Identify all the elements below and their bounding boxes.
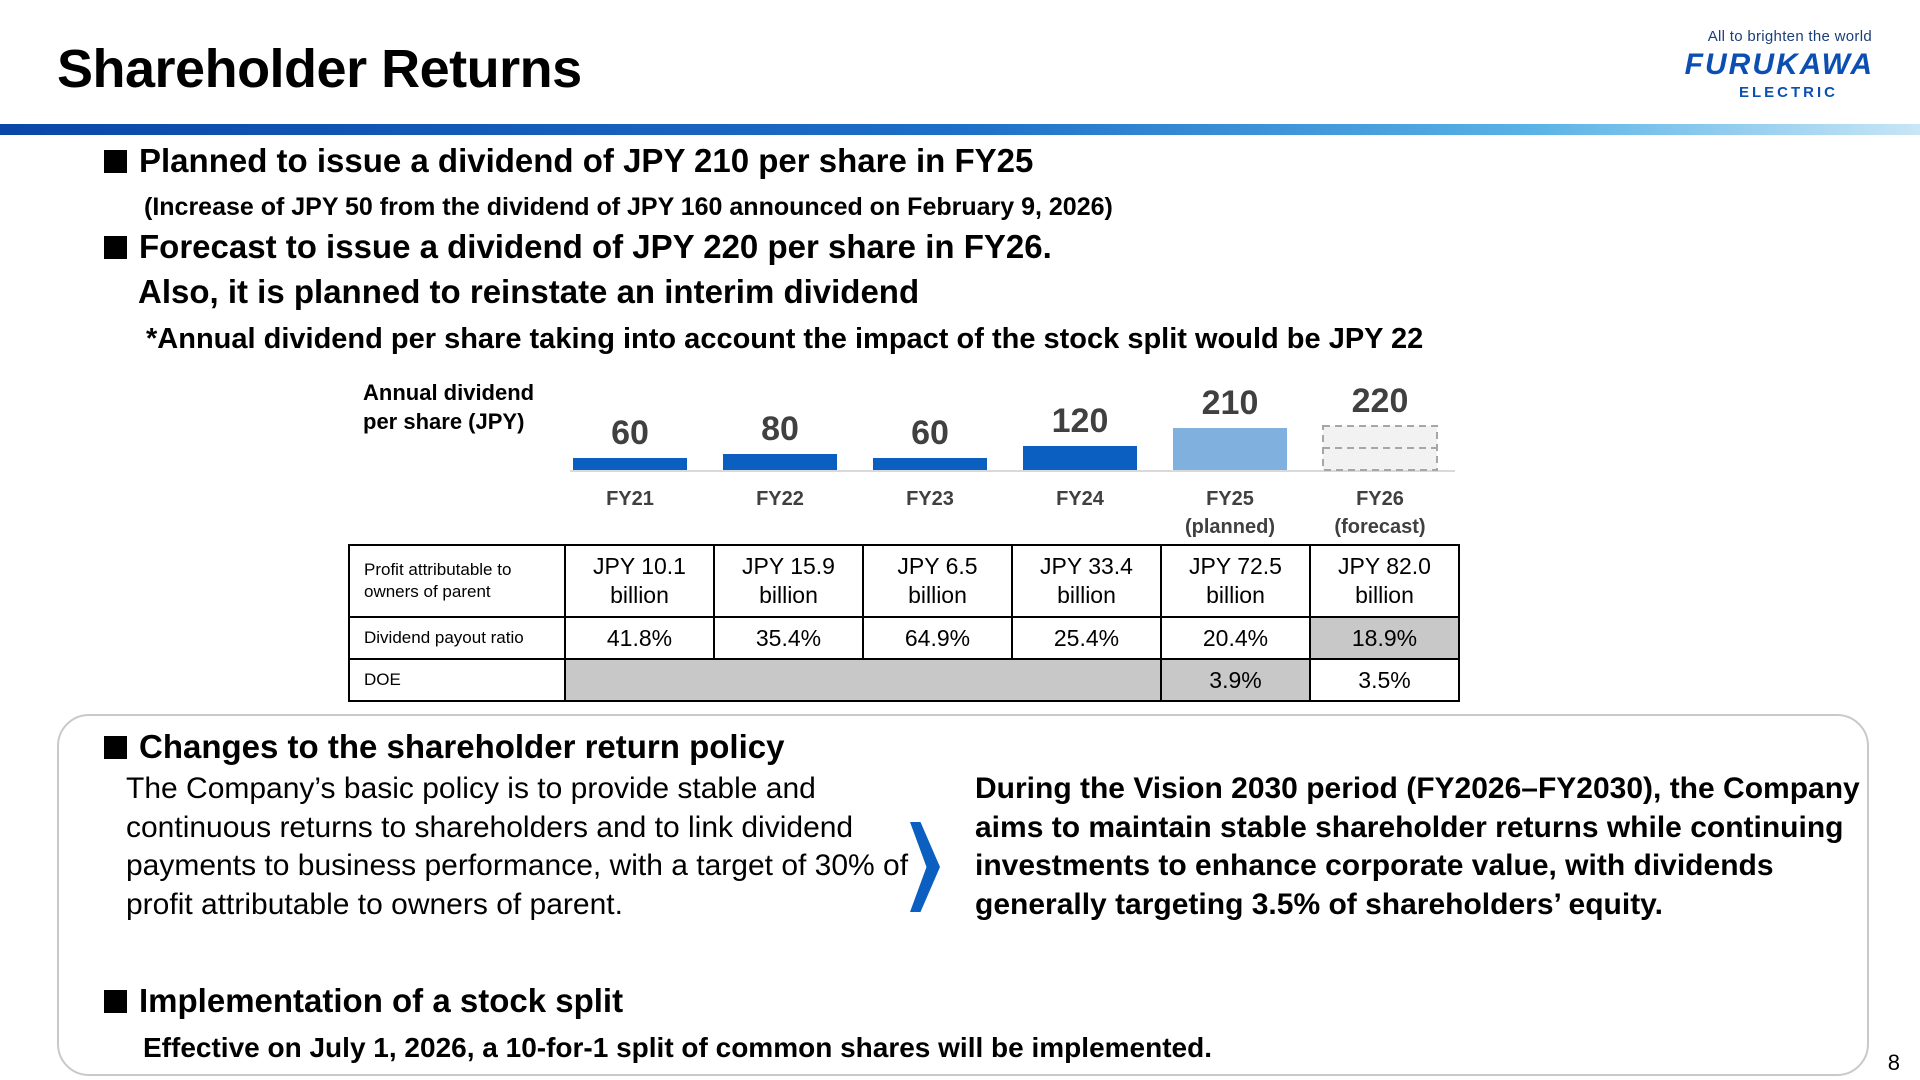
cell-line: billion [1355, 582, 1414, 608]
company-logo-sub: ELECTRIC [1739, 84, 1838, 101]
chart-data-label: 120 [1052, 402, 1109, 440]
cell-line: JPY 72.5 [1189, 553, 1282, 579]
stock-split-text: Effective on July 1, 2026, a 10-for-1 sp… [143, 1032, 1212, 1063]
chart-data-label: 210 [1202, 384, 1259, 422]
table-cell: JPY 10.1 billion [564, 544, 715, 618]
table-row-profit: Profit attributable to owners of parent … [348, 544, 1460, 618]
bullet-fy25-dividend: Planned to issue a dividend of JPY 210 p… [104, 142, 1033, 180]
cell-line: JPY 10.1 [593, 553, 686, 579]
cell-line: billion [1057, 582, 1116, 608]
chart-category-label: (forecast) [1334, 516, 1425, 538]
chart-category-label: FY22 [756, 488, 804, 510]
chart-category-label: (planned) [1185, 516, 1275, 538]
table-row-doe: DOE 3.9% 3.5% [348, 658, 1460, 702]
cell-line: JPY 15.9 [742, 553, 835, 579]
cell-line: billion [908, 582, 967, 608]
chart-data-label: 80 [761, 410, 799, 448]
table-cell: JPY 6.5 billion [862, 544, 1013, 618]
table-cell: JPY 72.5 billion [1160, 544, 1311, 618]
bullet-fy25-subnote: (Increase of JPY 50 from the dividend of… [144, 193, 1113, 221]
chart-label-line: per share (JPY) [363, 409, 525, 434]
cell-line: billion [759, 582, 818, 608]
policy-panel [57, 714, 1869, 1076]
row-label-doe: DOE [348, 658, 566, 702]
header-gradient-bar [0, 124, 1920, 135]
chart-bar [723, 454, 837, 470]
chart-data-label: 60 [611, 414, 649, 452]
cell-line: JPY 82.0 [1338, 553, 1431, 579]
bullet-square-icon [104, 990, 127, 1013]
chart-label-line: Annual dividend [363, 380, 535, 405]
table-cell: 41.8% [564, 616, 715, 660]
cell-line: JPY 33.4 [1040, 553, 1133, 579]
chart-category-label: FY25 [1206, 488, 1254, 510]
chart-bar [1023, 446, 1137, 470]
policy-heading: Changes to the shareholder return policy [104, 728, 784, 766]
cell-line: billion [610, 582, 669, 608]
chart-data-label: 60 [911, 414, 949, 452]
company-logo: FURUKAWA [1684, 48, 1874, 81]
chart-data-label: 220 [1352, 382, 1409, 420]
policy-heading-text: Changes to the shareholder return policy [139, 728, 785, 765]
bullet-text: Forecast to issue a dividend of JPY 220 … [139, 228, 1052, 265]
table-cell: 18.9% [1309, 616, 1460, 660]
table-cell: 3.5% [1309, 658, 1460, 702]
bullet-square-icon [104, 236, 127, 259]
bullet-text: Planned to issue a dividend of JPY 210 p… [139, 142, 1034, 179]
cell-line: billion [1206, 582, 1265, 608]
row-label-line: Profit attributable to [364, 560, 512, 579]
bullet-square-icon [104, 736, 127, 759]
chart-axis-label: Annual dividend per share (JPY) [363, 378, 563, 436]
table-cell-empty [564, 658, 1162, 702]
table-cell: 64.9% [862, 616, 1013, 660]
chart-category-label: FY26 [1356, 488, 1404, 510]
bullet-fy26-interim: Also, it is planned to reinstate an inte… [138, 273, 920, 310]
logo-tagline: All to brighten the world [1707, 28, 1872, 45]
table-cell: JPY 15.9 billion [713, 544, 864, 618]
cell-line: JPY 6.5 [897, 553, 978, 579]
financial-table: Profit attributable to owners of parent … [348, 544, 1460, 702]
chart-bar [1173, 428, 1287, 470]
bullet-square-icon [104, 150, 127, 173]
table-cell: JPY 82.0 billion [1309, 544, 1460, 618]
row-label-line: owners of parent [364, 582, 491, 601]
table-cell: 35.4% [713, 616, 864, 660]
policy-current: The Company’s basic policy is to provide… [126, 772, 909, 921]
page-title: Shareholder Returns [57, 39, 582, 99]
row-label-profit: Profit attributable to owners of parent [348, 544, 566, 618]
row-label-payout: Dividend payout ratio [348, 616, 566, 660]
page-number: 8 [1887, 1050, 1900, 1075]
table-cell: JPY 33.4 billion [1011, 544, 1162, 618]
policy-vision-2030: During the Vision 2030 period (FY2026–FY… [975, 772, 1860, 921]
chart-bar [573, 458, 687, 470]
chart-category-label: FY24 [1056, 488, 1105, 510]
table-cell: 20.4% [1160, 616, 1311, 660]
stock-split-heading: Implementation of a stock split [104, 982, 623, 1020]
table-row-payout: Dividend payout ratio 41.8% 35.4% 64.9% … [348, 616, 1460, 660]
chart-category-label: FY23 [906, 488, 954, 510]
table-cell: 25.4% [1011, 616, 1162, 660]
stock-split-note: *Annual dividend per share taking into a… [146, 323, 1424, 355]
chart-category-label: FY21 [606, 488, 654, 510]
bullet-fy26-forecast: Forecast to issue a dividend of JPY 220 … [104, 228, 1052, 266]
stock-split-heading-text: Implementation of a stock split [139, 982, 624, 1019]
table-cell: 3.9% [1160, 658, 1311, 702]
chart-bar [873, 458, 987, 470]
dividend-bar-chart: 60 FY21 80 FY22 60 FY23 120 FY24 210 FY25 (planned… [570, 382, 1455, 538]
